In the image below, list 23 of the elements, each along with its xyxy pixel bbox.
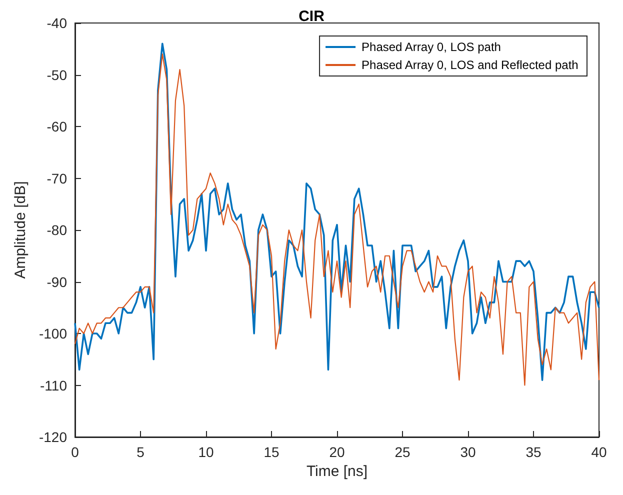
x-tick-label: 0 bbox=[71, 444, 80, 460]
y-tick-label: -50 bbox=[46, 66, 68, 83]
y-tick-label: -110 bbox=[40, 377, 68, 394]
x-axis-title: Time [ns] bbox=[306, 462, 368, 480]
y-tick-label: -120 bbox=[38, 429, 68, 445]
legend-label: Phased Array 0, LOS and Reflected path bbox=[362, 58, 578, 72]
x-tick-label: 25 bbox=[394, 444, 410, 460]
x-tick-label: 20 bbox=[329, 444, 345, 460]
y-tick-label: -90 bbox=[46, 274, 68, 290]
x-tick-label: 35 bbox=[526, 444, 542, 460]
x-tick-label: 40 bbox=[591, 444, 607, 460]
x-tick-label: 30 bbox=[460, 444, 476, 460]
y-tick-label: -40 bbox=[46, 15, 68, 31]
y-tick-label: -60 bbox=[46, 118, 68, 134]
x-tick-label: 10 bbox=[198, 444, 214, 460]
y-tick-label: -100 bbox=[38, 326, 68, 342]
x-tick-label: 15 bbox=[264, 444, 280, 460]
y-tick-label: -80 bbox=[46, 222, 68, 238]
x-tick-label: 5 bbox=[136, 444, 145, 460]
y-tick-label: -70 bbox=[46, 170, 68, 186]
legend-label: Phased Array 0, LOS path bbox=[362, 40, 501, 54]
chart-title: CIR bbox=[298, 8, 325, 25]
y-axis-title: Amplitude [dB] bbox=[12, 181, 30, 279]
